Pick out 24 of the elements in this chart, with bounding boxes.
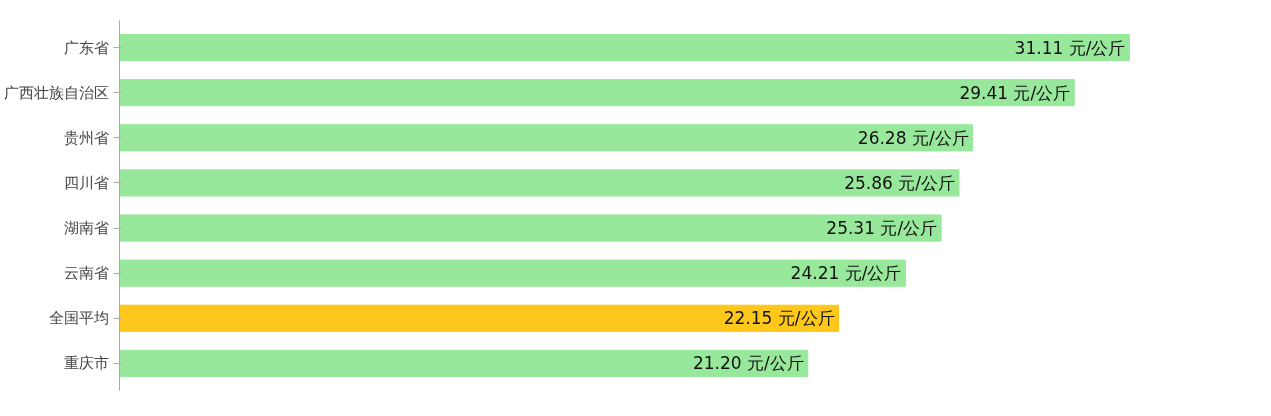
bar	[119, 349, 809, 378]
y-tick-label: 湖南省	[63, 219, 109, 238]
data-label: 25.86 元/公斤	[844, 172, 955, 193]
bar	[119, 214, 942, 242]
data-label: 24.21 元/公斤	[790, 263, 902, 284]
data-label: 26.28 元/公斤	[857, 127, 969, 148]
y-tick-label: 四川省	[63, 173, 109, 192]
data-label: 25.31 元/公斤	[826, 218, 938, 239]
data-label: 29.41 元/公斤	[959, 82, 1071, 103]
y-tick-label: 贵州省	[63, 128, 109, 147]
data-label: 21.20 元/公斤	[692, 353, 804, 374]
bar	[119, 304, 840, 332]
y-tick-label: 广西壮族自治区	[3, 83, 109, 102]
bar	[119, 33, 1130, 62]
data-label: 31.11 元/公斤	[1014, 37, 1126, 58]
bar	[119, 169, 960, 197]
bar	[119, 79, 1075, 107]
data-label: 22.15 元/公斤	[723, 308, 835, 329]
y-tick-label: 云南省	[63, 264, 109, 283]
bar	[119, 124, 974, 152]
y-tick-label: 全国平均	[48, 309, 109, 328]
bar	[119, 259, 906, 287]
y-tick-label: 重庆市	[63, 354, 109, 373]
y-tick-label: 广东省	[63, 38, 109, 57]
